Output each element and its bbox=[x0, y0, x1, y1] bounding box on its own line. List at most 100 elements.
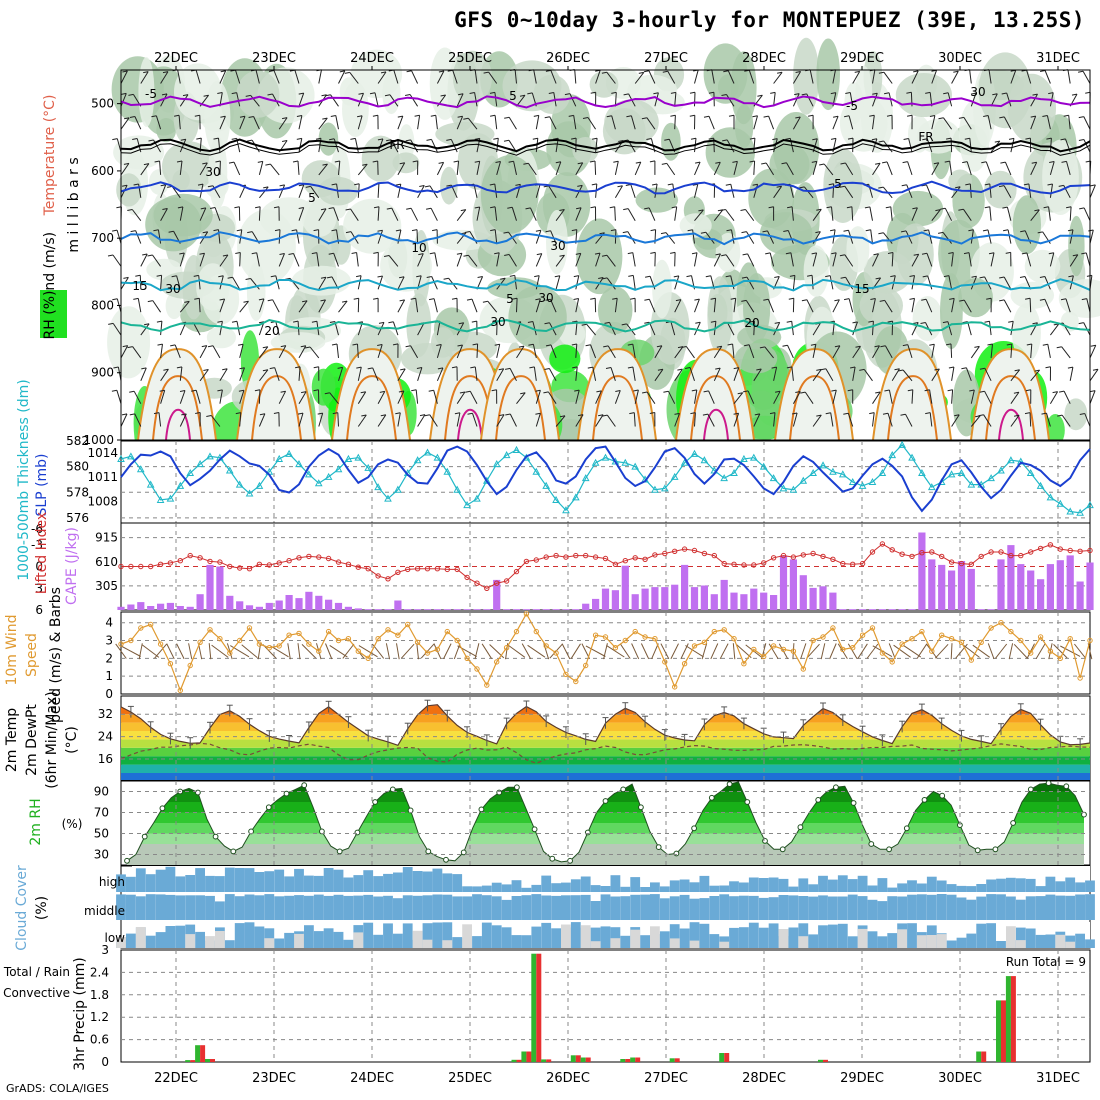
wind-barb-flag bbox=[193, 274, 199, 277]
wind-barb-flag bbox=[559, 415, 566, 418]
day-label-top: 26DEC bbox=[546, 51, 590, 66]
wind-barb-flag bbox=[577, 162, 583, 165]
wind-barb bbox=[219, 321, 223, 336]
wind-10m-barb bbox=[585, 645, 606, 657]
cloud-bar bbox=[946, 894, 957, 920]
wind-barb-flag bbox=[623, 208, 629, 211]
wind-barb bbox=[357, 93, 364, 107]
thickness-line bbox=[120, 443, 1091, 514]
wind-barb bbox=[747, 390, 755, 404]
wind-barb-flag bbox=[776, 185, 782, 188]
wind-barb bbox=[550, 299, 557, 313]
wind-barb-flag bbox=[652, 183, 658, 186]
wind-barb-flag bbox=[1003, 229, 1009, 232]
wind-10m-barb bbox=[962, 644, 980, 658]
wind-barb-flag bbox=[362, 163, 368, 166]
wind-barb-flag bbox=[236, 229, 242, 232]
wind-barb-flag bbox=[677, 346, 684, 349]
precip-total-bar bbox=[630, 1057, 636, 1062]
cloud-bar bbox=[244, 894, 255, 920]
wind-barb bbox=[575, 389, 580, 404]
wind-barb bbox=[1029, 298, 1032, 313]
wind-10m-barb bbox=[847, 643, 858, 659]
isotherm-35-dome bbox=[457, 408, 483, 441]
wind-barb-flag bbox=[498, 368, 504, 371]
wind-barb-flag bbox=[759, 346, 765, 349]
wind-barb-flag bbox=[869, 114, 875, 117]
wind-barb bbox=[487, 300, 498, 313]
wind-barb bbox=[707, 413, 715, 427]
cloud-bar bbox=[541, 895, 552, 920]
wind-barb-flag bbox=[886, 114, 893, 117]
wind-barb-flag bbox=[482, 300, 488, 303]
wind-barb bbox=[575, 162, 584, 176]
wind-barb-flag bbox=[987, 343, 993, 346]
lifted-index-point bbox=[1018, 552, 1024, 559]
wind-barb bbox=[397, 183, 402, 198]
wind-barb bbox=[318, 117, 328, 130]
wind-barb bbox=[646, 117, 656, 130]
temp-tick-label: 16 bbox=[98, 752, 113, 766]
cloud-bar bbox=[709, 885, 720, 892]
wind-barb-flag bbox=[575, 252, 581, 255]
wind-barb bbox=[872, 253, 879, 267]
wind-barb-flag bbox=[979, 276, 985, 279]
precip-conv-bar bbox=[536, 953, 542, 1062]
wind-barb bbox=[592, 366, 597, 381]
wind-barb-flag bbox=[785, 137, 791, 140]
wind-barb bbox=[911, 70, 919, 84]
isotherm-line bbox=[120, 95, 1091, 109]
cloud-bar bbox=[1006, 877, 1016, 892]
wind-barb-flag bbox=[772, 138, 778, 141]
wind-barb-flag bbox=[356, 275, 362, 278]
wind-barb bbox=[137, 298, 142, 313]
wind-barb bbox=[705, 232, 715, 244]
rh-shade-blob bbox=[380, 240, 432, 292]
wind-barb bbox=[278, 184, 286, 198]
wind-barb bbox=[943, 117, 953, 130]
lifted-index-point bbox=[612, 561, 619, 567]
wind-barb-flag bbox=[143, 71, 149, 74]
wind-barb-flag bbox=[599, 232, 605, 235]
wind-barb bbox=[1082, 71, 1091, 84]
wind-barb-flag bbox=[429, 252, 435, 255]
wind-barb-flag bbox=[571, 343, 577, 346]
cape-bar bbox=[681, 564, 689, 610]
lifted-index-point bbox=[454, 566, 460, 573]
wind-barb-flag bbox=[921, 298, 927, 301]
wind-barb bbox=[990, 343, 993, 358]
wind-tick-label: 4 bbox=[105, 616, 113, 630]
wind-barb-flag bbox=[206, 415, 212, 417]
cloud-bar bbox=[659, 886, 670, 892]
cloud-bar bbox=[857, 896, 868, 920]
wind-barb-flag bbox=[825, 412, 831, 415]
wind-speed-point bbox=[958, 639, 965, 645]
wind-barb-flag bbox=[1072, 254, 1078, 257]
wind-barb bbox=[905, 413, 913, 427]
wind-barb bbox=[509, 413, 517, 427]
wind-barb-flag bbox=[1014, 414, 1020, 417]
wind-barb bbox=[694, 252, 698, 267]
wind-barb-flag bbox=[207, 345, 214, 348]
wind-barb bbox=[198, 298, 201, 313]
wind-barb bbox=[1061, 346, 1071, 359]
wind-speed-point bbox=[840, 646, 846, 653]
precip-conv-bar bbox=[516, 1059, 522, 1062]
isotherm-label: 15 bbox=[854, 282, 869, 296]
cloud-bar bbox=[1055, 895, 1066, 920]
cloud-bar bbox=[1015, 878, 1026, 892]
cape-bar bbox=[117, 606, 125, 610]
wind-barb bbox=[733, 413, 740, 427]
day-label-bottom: 30DEC bbox=[938, 1071, 982, 1086]
wind-barb-flag bbox=[999, 185, 1005, 188]
low-cloud-patch bbox=[264, 938, 275, 948]
wind-barb bbox=[725, 254, 735, 267]
cloud-bar bbox=[402, 867, 413, 892]
cape-bar bbox=[384, 609, 392, 610]
lifted-index-line bbox=[121, 543, 1091, 589]
wind-barb bbox=[160, 275, 163, 290]
pressure-axis-label: m i l l i b a r s bbox=[66, 157, 82, 252]
lifted-index-point bbox=[662, 550, 668, 557]
isotherm-label: 5 bbox=[509, 89, 517, 103]
wind-barb bbox=[1003, 276, 1012, 290]
